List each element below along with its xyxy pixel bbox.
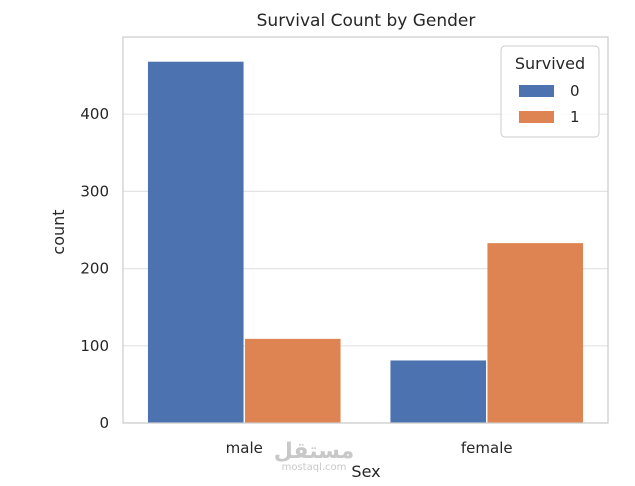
y-tick-labels: 0 100 200 300 400: [80, 105, 109, 432]
x-tick-labels: male female: [226, 439, 513, 457]
legend-swatch-0: [519, 85, 554, 97]
legend-label: 1: [570, 108, 580, 126]
legend: Survived 0 1: [500, 45, 600, 138]
legend-title: Survived: [515, 54, 585, 73]
y-tick-label: 200: [80, 260, 109, 278]
plot-frame: [122, 36, 609, 424]
bar-female-1: [487, 243, 584, 423]
y-tick-label: 300: [80, 182, 109, 200]
legend-label: 0: [570, 82, 580, 100]
chart-title: Survival Count by Gender: [257, 11, 476, 31]
bar-female-0: [390, 360, 487, 423]
y-tick-label: 100: [80, 337, 109, 355]
y-axis-label: count: [49, 209, 68, 254]
watermark-latin: mostaql.com: [282, 462, 347, 473]
plot-area: [122, 36, 609, 424]
legend-swatch-1: [519, 111, 554, 123]
y-tick-label: 400: [80, 105, 109, 123]
bars: [147, 61, 584, 423]
x-tick-label: male: [226, 439, 263, 457]
bar-male-0: [147, 61, 244, 423]
y-tick-label: 0: [99, 414, 109, 432]
x-axis-label: Sex: [351, 462, 380, 481]
x-tick-label: female: [461, 439, 513, 457]
watermark-logo: مستقل mostaql.com: [274, 439, 354, 473]
bar-male-1: [244, 338, 341, 423]
watermark-arabic: مستقل: [274, 439, 354, 464]
